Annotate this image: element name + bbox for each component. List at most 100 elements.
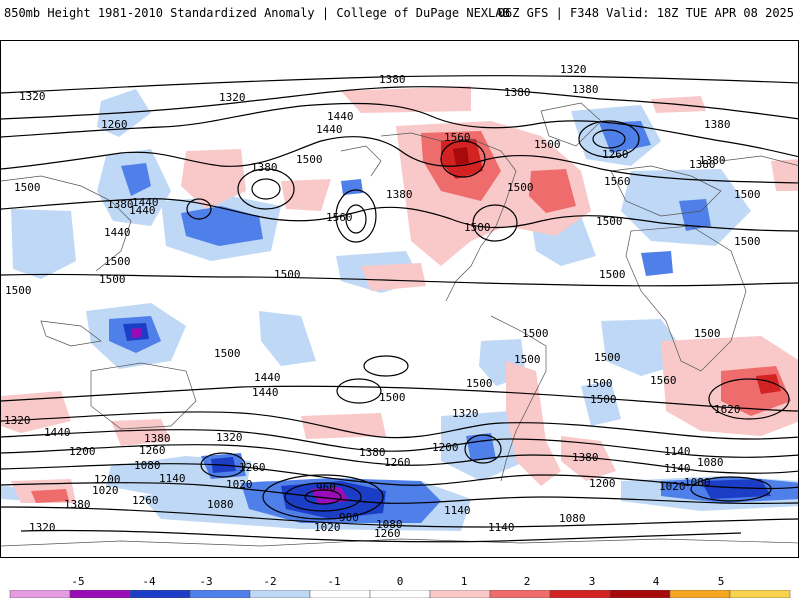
contour-label-text: 1440: [129, 204, 156, 217]
colorbar-swatch: [249, 590, 311, 598]
colorbar-swatch: [429, 590, 491, 598]
contour-label-text: 1500: [214, 347, 241, 360]
contour-label-text: 1380: [64, 498, 91, 511]
anomaly-region: [301, 413, 386, 439]
contour-label: 1500: [507, 181, 534, 194]
low-center: [690, 476, 772, 502]
map-title: 850mb Height 1981-2010 Standardized Anom…: [4, 6, 510, 20]
contour-label: 1440: [104, 226, 131, 239]
contour-label-text: 1500: [596, 215, 623, 228]
anomaly-region: [1, 391, 71, 433]
run-info: 06Z GFS | F348 Valid: 18Z TUE APR 08 202…: [497, 6, 794, 20]
contour-label-text: 1380: [144, 432, 171, 445]
contour-label: 1320: [560, 63, 587, 76]
indonesia-coast: [40, 320, 102, 347]
contour-label: 1440: [252, 386, 279, 399]
africa-coast: [625, 225, 747, 372]
contour-label: 1500: [599, 268, 626, 281]
contour-line: [1, 444, 798, 474]
contour-label-text: 1260: [374, 527, 401, 540]
contour-label-text: 1500: [590, 393, 617, 406]
contour-label-text: 1320: [29, 521, 56, 534]
contour-label-text: 1020: [92, 484, 119, 497]
anomaly-region: [181, 149, 246, 209]
contour-label: 1500: [104, 255, 131, 268]
header: 850mb Height 1981-2010 Standardized Anom…: [0, 0, 800, 24]
contour-label: 1200: [589, 477, 616, 490]
contour-label: 1500: [594, 351, 621, 364]
contour-label: 1380: [704, 118, 731, 131]
contour-label-text: 1380: [359, 446, 386, 459]
contour-label: 1320: [216, 431, 243, 444]
colorbar-swatch: [609, 590, 671, 598]
contour-label: 1080: [559, 512, 586, 525]
contour-label-text: 1560: [444, 131, 471, 144]
contour-label-text: 1140: [664, 462, 691, 475]
height-contours: [1, 75, 798, 543]
colorbar-strip: [9, 590, 791, 598]
contour-label-text: 1140: [159, 472, 186, 485]
contour-line: [1, 482, 798, 505]
low-center: [363, 355, 409, 377]
contour-label-text: 1080: [697, 456, 724, 469]
contour-label: 1500: [596, 215, 623, 228]
contour-line: [20, 529, 742, 543]
contour-label-text: 1440: [132, 196, 159, 209]
colorbar-tick-label: -1: [327, 575, 341, 588]
contour-label-text: 1260: [139, 444, 166, 457]
contour-label: 1140: [664, 462, 691, 475]
anomaly-region: [31, 489, 69, 503]
contour-label-text: 1440: [104, 226, 131, 239]
contour-label: 1500: [99, 273, 126, 286]
antarctica-coast: [1, 538, 798, 547]
contour-line: [1, 136, 798, 184]
contour-label-text: 1080: [684, 476, 711, 489]
contour-label-text: 1380: [572, 83, 599, 96]
contour-label-text: 1260: [384, 456, 411, 469]
contour-label-text: 1080: [559, 512, 586, 525]
contour-label-text: 1320: [19, 90, 46, 103]
north-america-coast: [380, 132, 517, 302]
contour-label: 1500: [14, 181, 41, 194]
contour-label-text: 1500: [379, 391, 406, 404]
contour-label-text: 1200: [589, 477, 616, 490]
anomaly-region: [581, 381, 621, 426]
contour-label: 1380: [572, 83, 599, 96]
contour-label: 1260: [239, 461, 266, 474]
contour-line: [1, 273, 798, 287]
contour-label-text: 1260: [602, 148, 629, 161]
contour-label: 960: [316, 481, 336, 494]
anomaly-region: [121, 163, 151, 196]
low-center: [237, 168, 295, 210]
contour-label-text: 1380: [504, 86, 531, 99]
contour-label: 1260: [101, 118, 128, 131]
contour-line: [1, 411, 798, 440]
greenland-coast: [540, 102, 602, 147]
contour-label-text: 1500: [594, 351, 621, 364]
contour-label-text: 1440: [44, 426, 71, 439]
contour-label: 1380: [64, 498, 91, 511]
anomaly-region: [641, 251, 673, 276]
contour-label: 1440: [44, 426, 71, 439]
contour-label-text: 1320: [452, 407, 479, 420]
contour-label-text: 1320: [560, 63, 587, 76]
contour-label-text: 1500: [534, 138, 561, 151]
contour-line: [1, 429, 798, 458]
anomaly-region: [111, 419, 171, 446]
contour-label: 1380: [386, 188, 413, 201]
contour-label-text: 1500: [694, 327, 721, 340]
contour-label-text: 1380: [386, 188, 413, 201]
contour-label: 1320: [452, 407, 479, 420]
contour-label: 1080: [376, 518, 403, 531]
contour-label-text: 1020: [226, 478, 253, 491]
contour-label-text: 1500: [274, 268, 301, 281]
contour-label: 1500: [379, 391, 406, 404]
contour-label: 1500: [694, 327, 721, 340]
contour-label: 1560: [650, 374, 677, 387]
contour-label: 1500: [296, 153, 323, 166]
contour-label: 1320: [29, 521, 56, 534]
contour-label: 1500: [464, 221, 491, 234]
anomaly-region: [361, 263, 426, 291]
colorbar: -5 -4 -3 -2 -1 0 1 2 3 4 5: [0, 568, 800, 600]
